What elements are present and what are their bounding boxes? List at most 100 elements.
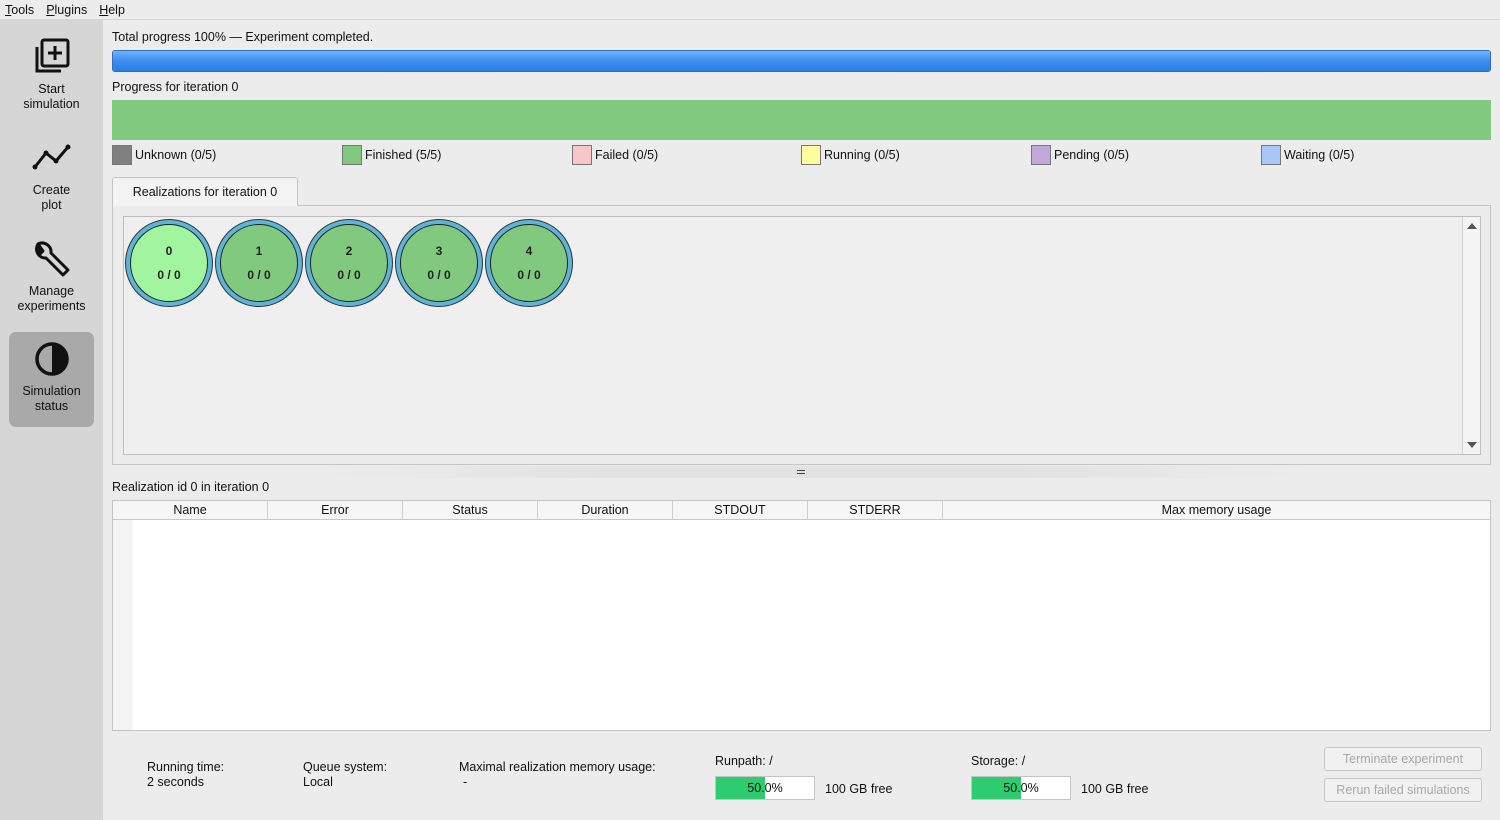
legend-pending: Pending (0/5) [1031,145,1129,165]
realization-1-progress: 0 / 0 [247,268,271,282]
legend-waiting: Waiting (0/5) [1261,145,1354,165]
create-plot-label-2: plot [41,198,62,212]
start-simulation-label-2: simulation [23,97,80,111]
realization-0-inner: 0 0 / 0 [130,224,208,302]
realization-1[interactable]: 1 0 / 0 [215,219,303,307]
legend-unknown: Unknown (0/5) [112,145,216,165]
menu-bar: Tools Plugins Help [0,0,1500,20]
runpath-free: 100 GB free [825,782,893,796]
running-time-value: 2 seconds [147,775,204,789]
iteration-progress-bar [112,100,1491,140]
sidebar: Start simulation Create plot Manage expe… [0,20,103,820]
runpath-usage-fill [716,777,765,799]
menu-plugins[interactable]: Plugins [46,2,88,17]
realization-2-id: 2 [345,244,353,258]
table-header: Name Error Status Duration STDOUT STDERR… [113,501,1490,520]
realization-4-id: 4 [525,244,533,258]
legend-swatch-running [801,145,821,165]
column-duration[interactable]: Duration [538,501,673,520]
storage-usage-fill [972,777,1021,799]
tab-realizations-iteration-0[interactable]: Realizations for iteration 0 [112,177,298,206]
legend-swatch-finished [342,145,362,165]
realizations-scrollbar[interactable] [1462,217,1480,454]
plus-square-icon [35,38,69,73]
legend-finished: Finished (5/5) [342,145,441,165]
realization-2-inner: 2 0 / 0 [310,224,388,302]
create-plot-label-1: Create [32,183,71,197]
job-table: Name Error Status Duration STDOUT STDERR… [112,500,1491,731]
legend-swatch-pending [1031,145,1051,165]
simulation-status-button[interactable]: Simulation status [9,332,94,427]
realizations-panel: 0 0 / 0 1 0 / 0 2 0 / 0 3 0 / 0 [112,205,1491,465]
legend-label-failed: Failed (0/5) [595,148,659,162]
main-panel: Total progress 100% — Experiment complet… [103,20,1500,820]
column-stdout[interactable]: STDOUT [673,501,808,520]
legend-swatch-failed [572,145,592,165]
iteration-progress-label: Progress for iteration 0 [112,80,239,94]
column-name[interactable]: Name [113,501,268,520]
iteration-progress-fill [112,100,1491,140]
queue-system-label: Queue system: [303,760,388,774]
manage-experiments-label-1: Manage [28,284,75,298]
simulation-status-label-2: status [34,399,69,413]
realization-4[interactable]: 4 0 / 0 [485,219,573,307]
total-progress-bar [112,50,1491,72]
max-memory: Maximal realization memory usage: - [459,760,656,790]
detail-title: Realization id 0 in iteration 0 [112,480,270,494]
realization-1-inner: 1 0 / 0 [220,224,298,302]
queue-system-value: Local [303,775,333,789]
legend-label-finished: Finished (5/5) [365,148,442,162]
manage-experiments-button[interactable]: Manage experiments [9,232,94,327]
menu-tools[interactable]: Tools [5,2,35,17]
storage-free: 100 GB free [1081,782,1149,796]
terminate-experiment-button[interactable]: Terminate experiment [1324,747,1482,771]
row-header-strip [113,520,133,730]
manage-experiments-label-2: experiments [17,299,86,313]
half-circle-icon [34,342,69,376]
runpath-usage-percent: 50.0% [747,781,783,795]
column-error[interactable]: Error [268,501,403,520]
realization-0-id: 0 [165,244,173,258]
column-status[interactable]: Status [403,501,538,520]
storage-usage-percent: 50.0% [1003,781,1039,795]
max-memory-value: - [463,775,468,789]
scroll-up-icon[interactable] [1467,223,1477,229]
legend-label-unknown: Unknown (0/5) [135,148,217,162]
column-stderr[interactable]: STDERR [808,501,943,520]
legend-label-pending: Pending (0/5) [1054,148,1130,162]
realization-2[interactable]: 2 0 / 0 [305,219,393,307]
start-simulation-label-1: Start [38,82,65,96]
queue-system: Queue system: Local [303,760,387,790]
create-plot-button[interactable]: Create plot [9,131,94,226]
start-simulation-button[interactable]: Start simulation [9,30,94,125]
wrench-icon [34,241,69,277]
column-max-memory[interactable]: Max memory usage [1161,503,1272,517]
total-progress-fill [113,51,1490,71]
realization-2-progress: 0 / 0 [337,268,361,282]
running-time: Running time: 2 seconds [147,760,224,790]
legend-swatch-unknown [112,145,132,165]
realization-0-progress: 0 / 0 [157,268,181,282]
realization-4-progress: 0 / 0 [517,268,541,282]
scroll-down-icon[interactable] [1467,442,1477,448]
running-time-label: Running time: [147,760,225,774]
storage-label: Storage: / [971,754,1026,768]
realization-4-inner: 4 0 / 0 [490,224,568,302]
realization-3[interactable]: 3 0 / 0 [395,219,483,307]
legend-failed: Failed (0/5) [572,145,658,165]
realization-3-progress: 0 / 0 [427,268,451,282]
runpath-label: Runpath: / [715,754,773,768]
realizations-area: 0 0 / 0 1 0 / 0 2 0 / 0 3 0 / 0 [123,216,1481,455]
runpath-usage-bar: 50.0% [715,776,815,800]
legend-label-waiting: Waiting (0/5) [1284,148,1355,162]
realization-3-id: 3 [435,244,443,258]
realization-0[interactable]: 0 0 / 0 [125,219,213,307]
menu-help[interactable]: Help [99,2,125,17]
total-progress-label: Total progress 100% — Experiment complet… [112,30,374,44]
realization-1-id: 1 [255,244,263,258]
splitter-handle[interactable] [313,466,1313,478]
realization-3-inner: 3 0 / 0 [400,224,478,302]
legend-label-running: Running (0/5) [824,148,900,162]
grip-icon [797,470,805,474]
rerun-failed-button[interactable]: Rerun failed simulations [1324,778,1482,802]
